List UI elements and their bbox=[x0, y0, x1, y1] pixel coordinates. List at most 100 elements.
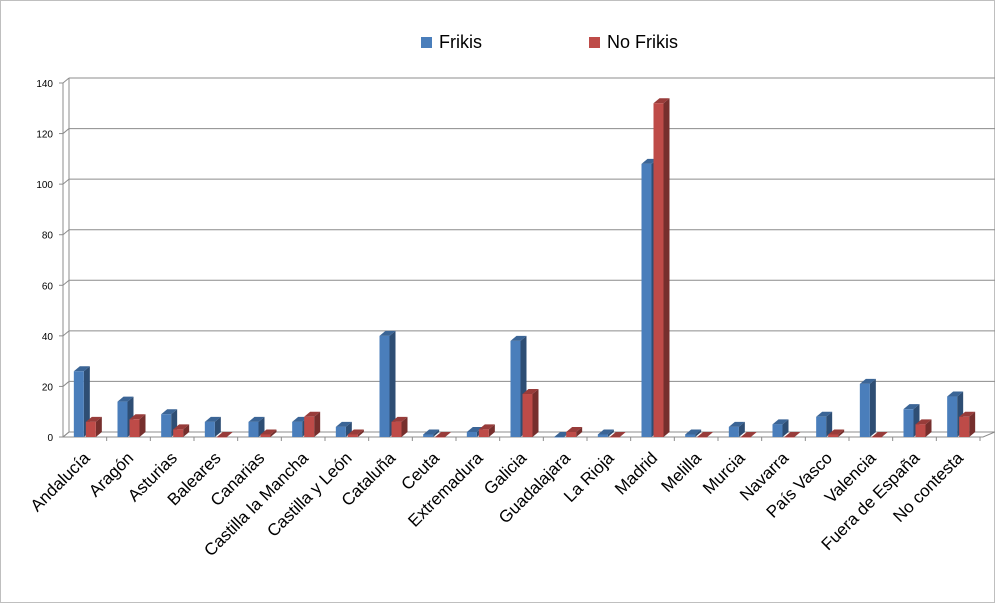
bar-top bbox=[653, 98, 670, 104]
bar-front bbox=[697, 437, 708, 438]
legend-item-no-frikis: No Frikis bbox=[589, 30, 678, 54]
bar-side bbox=[139, 414, 146, 437]
bar-top bbox=[379, 330, 396, 336]
bar-side bbox=[532, 389, 539, 437]
bar-top bbox=[117, 396, 134, 402]
bar-front bbox=[772, 424, 783, 437]
legend-label-no-frikis: No Frikis bbox=[607, 31, 678, 52]
bar-top bbox=[859, 378, 876, 384]
bar-front bbox=[597, 434, 608, 437]
bar-top bbox=[478, 424, 495, 430]
bar-no-frikis bbox=[435, 432, 452, 438]
bar-front bbox=[510, 340, 521, 437]
y-tick-label: 20 bbox=[42, 382, 54, 393]
bar-side bbox=[214, 416, 221, 437]
bar-front bbox=[391, 421, 402, 437]
legend-swatch-frikis bbox=[421, 36, 432, 48]
bar-top bbox=[347, 429, 364, 435]
grid-depth-line bbox=[62, 330, 70, 337]
bar-front bbox=[248, 421, 259, 437]
bar-frikis bbox=[685, 429, 702, 437]
bar-top bbox=[173, 424, 190, 430]
bar-top bbox=[73, 366, 90, 372]
bar-side bbox=[969, 411, 976, 437]
bar-no-frikis bbox=[173, 424, 190, 437]
bar-side bbox=[488, 424, 495, 437]
bar-front bbox=[292, 421, 303, 437]
y-tick-label: 0 bbox=[47, 433, 53, 444]
bar-frikis bbox=[859, 378, 876, 437]
bar-side bbox=[401, 416, 408, 437]
bar-front bbox=[466, 431, 477, 437]
bar-top bbox=[871, 432, 888, 437]
bar-frikis bbox=[728, 421, 745, 437]
bar-top bbox=[566, 426, 583, 432]
bar-front bbox=[478, 429, 489, 437]
bar-front bbox=[784, 437, 795, 438]
bar-top bbox=[129, 414, 146, 420]
bar-no-frikis bbox=[522, 389, 539, 437]
bar-front bbox=[423, 434, 434, 437]
bar-front bbox=[728, 426, 739, 437]
bar-side bbox=[357, 429, 364, 437]
bar-no-frikis bbox=[85, 416, 102, 437]
bar-front bbox=[828, 434, 839, 437]
bar-top bbox=[685, 429, 702, 435]
bar-top bbox=[959, 411, 976, 417]
bar-no-frikis bbox=[260, 429, 277, 437]
bar-no-frikis bbox=[653, 98, 670, 437]
bar-front bbox=[117, 401, 128, 437]
bar-frikis bbox=[379, 330, 396, 437]
bar-front bbox=[522, 394, 533, 437]
bar-front bbox=[871, 437, 882, 438]
bar-no-frikis bbox=[871, 432, 888, 438]
bar-front bbox=[173, 429, 184, 437]
bar-no-frikis bbox=[129, 414, 146, 437]
bar-front bbox=[816, 416, 827, 437]
bar-top bbox=[915, 419, 932, 425]
bar-frikis bbox=[204, 416, 221, 437]
grid-depth-line bbox=[62, 381, 70, 387]
bar-top bbox=[216, 432, 233, 437]
bar-frikis bbox=[423, 429, 440, 437]
bar-no-frikis bbox=[959, 411, 976, 437]
bar-top bbox=[260, 429, 277, 435]
bar-side bbox=[838, 429, 845, 437]
bar-side bbox=[433, 429, 440, 437]
bar-no-frikis bbox=[697, 432, 714, 438]
bar-front bbox=[335, 426, 346, 437]
grid-depth-line bbox=[62, 77, 70, 84]
bar-top bbox=[391, 416, 408, 422]
bar-side bbox=[389, 330, 396, 437]
y-tick-label: 40 bbox=[42, 332, 54, 343]
bar-side bbox=[695, 429, 702, 437]
grid-depth-line bbox=[62, 178, 70, 185]
bar-top bbox=[609, 432, 626, 437]
bar-front bbox=[73, 371, 84, 437]
bar-front bbox=[915, 424, 926, 437]
bar-front bbox=[216, 437, 227, 438]
x-tick-label: Melilla bbox=[657, 448, 705, 496]
bar-top bbox=[510, 335, 527, 341]
bar-top bbox=[903, 404, 920, 410]
bar-front bbox=[947, 396, 958, 437]
bar-top bbox=[435, 432, 452, 437]
bar-side bbox=[183, 424, 190, 437]
bar-side bbox=[925, 419, 932, 437]
bar-top bbox=[828, 429, 845, 435]
bar-frikis bbox=[73, 366, 90, 437]
bar-side bbox=[607, 429, 614, 437]
bar-frikis bbox=[772, 419, 789, 437]
bar-front bbox=[347, 434, 358, 437]
bar-no-frikis bbox=[391, 416, 408, 437]
bar-top bbox=[522, 389, 539, 395]
bar-top bbox=[161, 409, 178, 415]
grid-depth-line bbox=[62, 279, 70, 286]
bar-top bbox=[204, 416, 221, 422]
bar-side bbox=[83, 366, 90, 437]
bar-top bbox=[772, 419, 789, 425]
bar-no-frikis bbox=[740, 432, 757, 438]
bar-front bbox=[435, 437, 446, 438]
